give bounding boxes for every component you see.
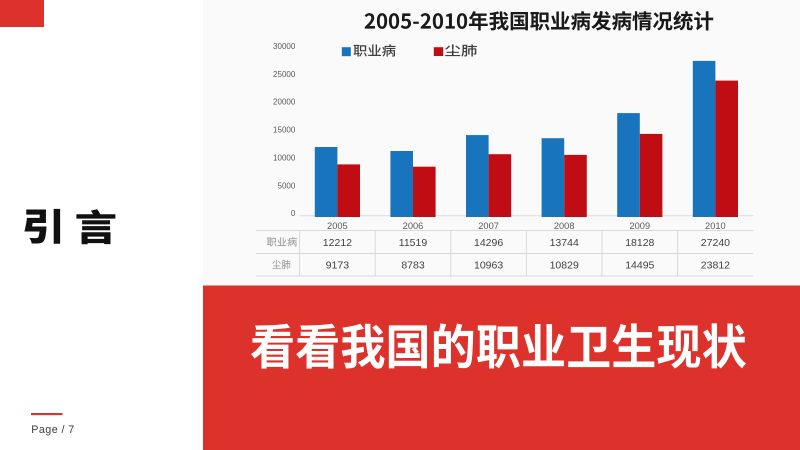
svg-text:0: 0: [291, 209, 296, 218]
svg-text:11519: 11519: [399, 237, 428, 249]
svg-text:25000: 25000: [273, 70, 296, 79]
svg-text:14296: 14296: [474, 237, 503, 249]
svg-text:2009: 2009: [629, 221, 650, 231]
svg-text:13744: 13744: [550, 237, 579, 249]
svg-text:2010: 2010: [705, 221, 726, 231]
svg-text:2007: 2007: [478, 221, 499, 231]
svg-text:30000: 30000: [273, 42, 296, 51]
svg-text:15000: 15000: [273, 126, 296, 135]
svg-text:18128: 18128: [625, 237, 654, 249]
svg-text:10000: 10000: [273, 154, 296, 163]
svg-text:2008: 2008: [554, 221, 575, 231]
svg-text:2006: 2006: [403, 221, 424, 231]
svg-text:2005: 2005: [327, 221, 348, 231]
svg-text:9173: 9173: [326, 260, 350, 272]
svg-text:23812: 23812: [701, 260, 730, 272]
svg-text:Page / 7: Page / 7: [31, 424, 74, 436]
svg-text:20000: 20000: [273, 98, 296, 107]
svg-text:5000: 5000: [278, 181, 296, 190]
svg-text:14495: 14495: [625, 260, 654, 272]
svg-text:10963: 10963: [474, 260, 503, 272]
svg-text:27240: 27240: [701, 237, 730, 249]
svg-text:10829: 10829: [550, 260, 579, 272]
svg-text:12212: 12212: [323, 237, 352, 249]
svg-text:8783: 8783: [401, 260, 425, 272]
